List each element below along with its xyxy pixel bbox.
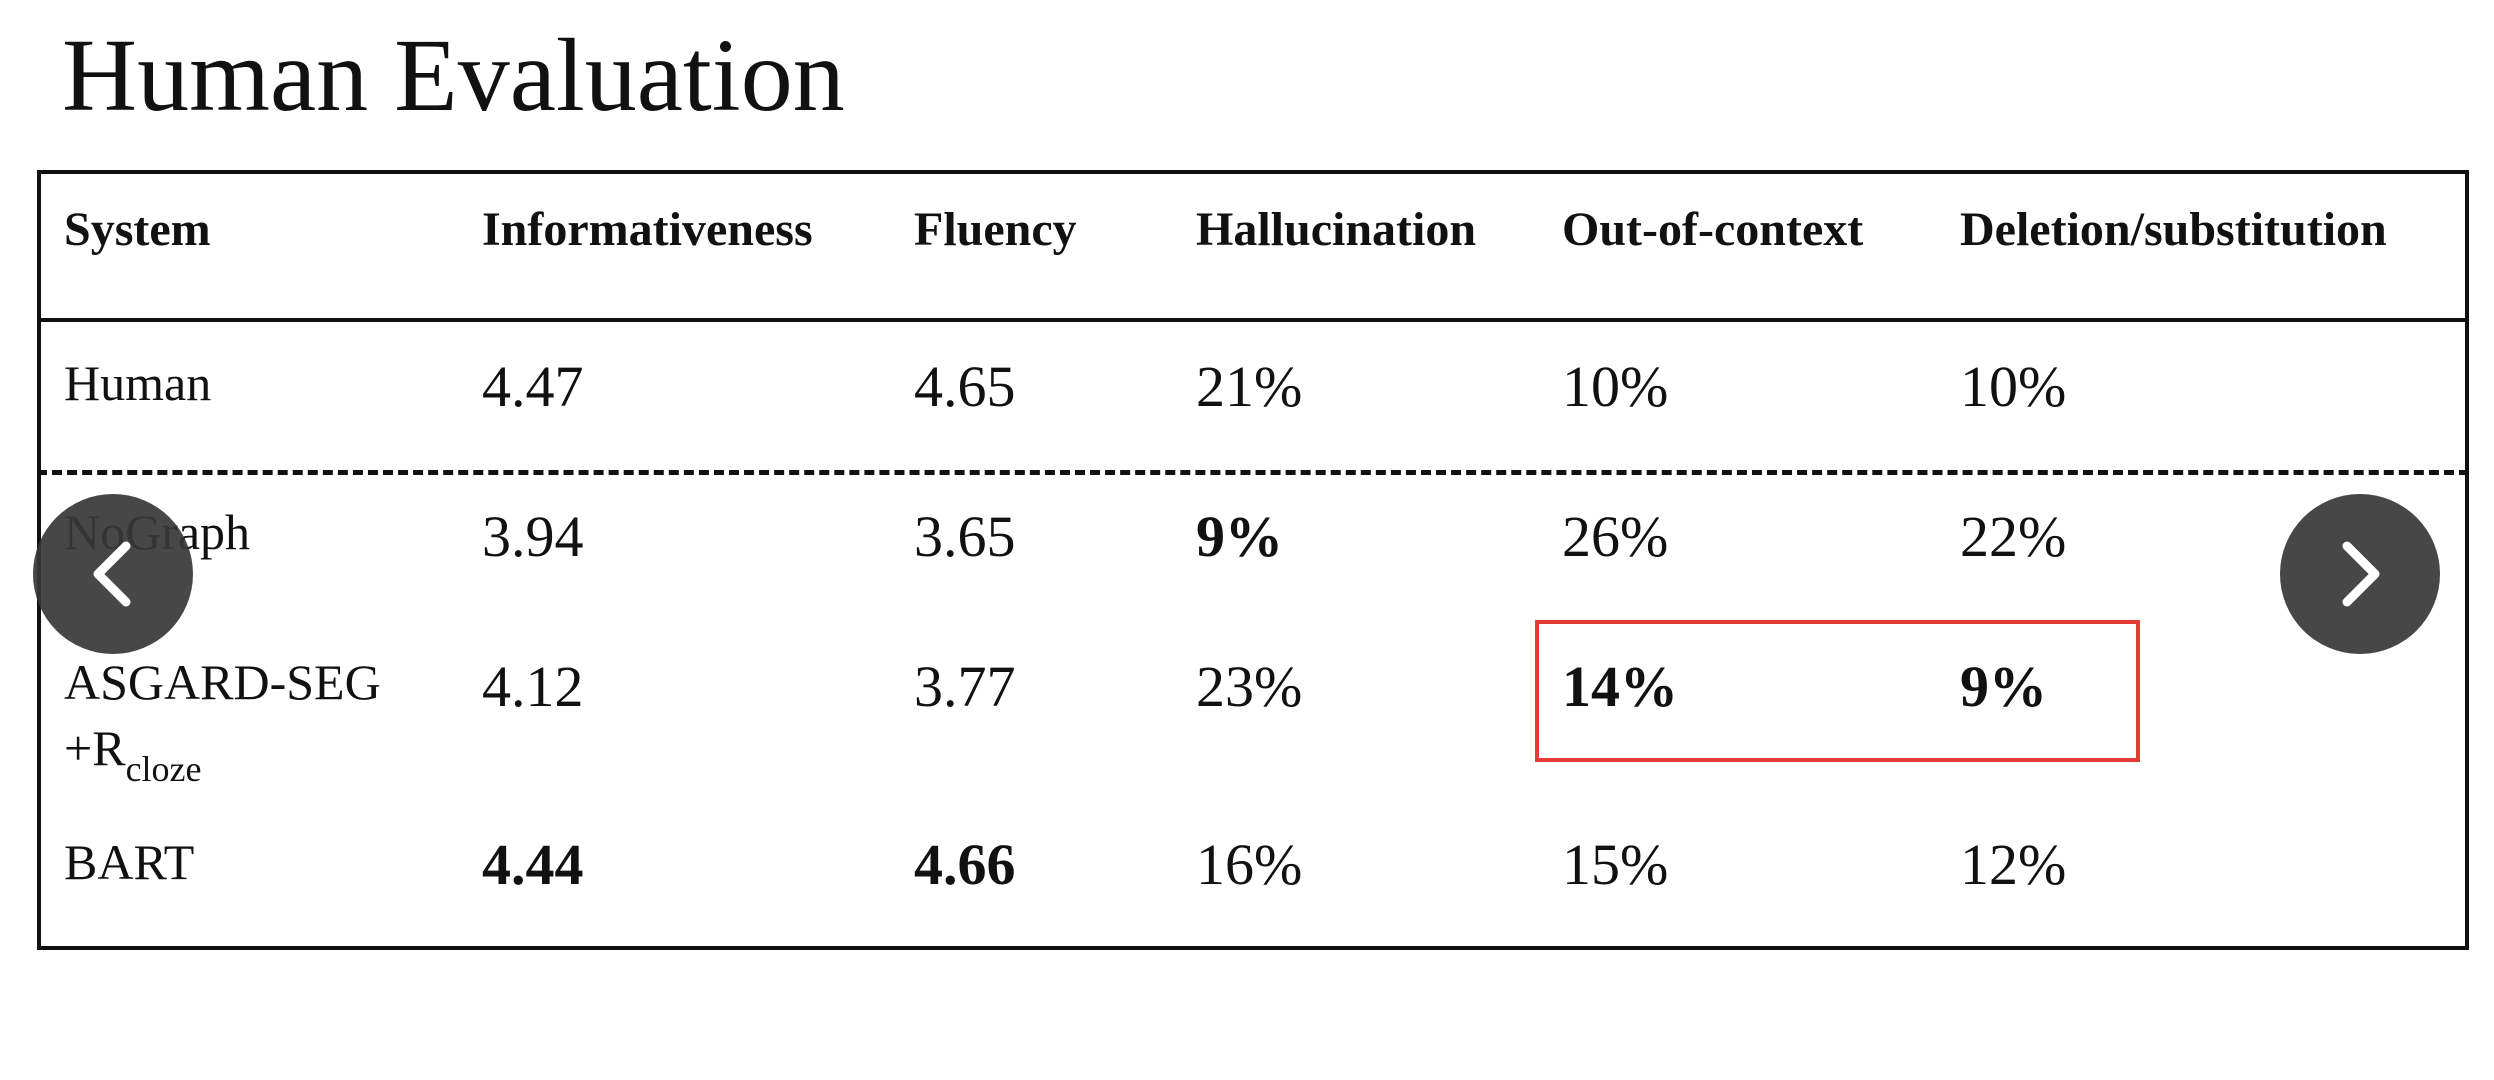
- highlight-box: [1535, 620, 2140, 762]
- column-header-deletion-substitution: Deletion/substitution: [1960, 203, 2387, 256]
- row-human-hallucination: 21%: [1196, 354, 1303, 419]
- row-bart-system: BART: [64, 834, 195, 890]
- row-bart-out-of-context: 15%: [1562, 832, 1669, 897]
- row-nograph-informativeness: 3.94: [482, 504, 584, 569]
- row-human-system: Human: [64, 355, 212, 411]
- row-human-fluency: 4.65: [914, 354, 1016, 419]
- slide-title: Human Evaluation: [62, 18, 845, 133]
- row-nograph-deletion-substitution: 22%: [1960, 504, 2067, 569]
- row-asgard-system-plus-r: +R: [64, 720, 126, 776]
- chevron-right-icon: [2342, 541, 2380, 607]
- row-asgard-informativeness: 4.12: [482, 654, 584, 719]
- row-asgard-system-subscript: cloze: [125, 749, 202, 789]
- row-asgard-deletion-substitution: 9%: [1960, 654, 2047, 719]
- previous-slide-button[interactable]: [33, 494, 193, 654]
- row-bart-fluency: 4.66: [914, 832, 1016, 897]
- row-nograph-hallucination: 9%: [1196, 504, 1283, 569]
- row-asgard-out-of-context: 14%: [1562, 654, 1678, 719]
- row-bart-deletion-substitution: 12%: [1960, 832, 2067, 897]
- chevron-left-icon: [93, 541, 131, 607]
- row-nograph-fluency: 3.65: [914, 504, 1016, 569]
- row-asgard-hallucination: 23%: [1196, 654, 1303, 719]
- column-header-fluency: Fluency: [914, 203, 1077, 256]
- header-divider: [37, 318, 2469, 322]
- row-human-out-of-context: 10%: [1562, 354, 1669, 419]
- row-asgard-system-suffix: +Rcloze: [64, 718, 202, 787]
- next-slide-button[interactable]: [2280, 494, 2440, 654]
- row-asgard-system: ASGARD-SEG: [64, 654, 381, 710]
- row-bart-informativeness: 4.44: [482, 832, 584, 897]
- row-asgard-fluency: 3.77: [914, 654, 1016, 719]
- dashed-divider: [37, 470, 2469, 475]
- column-header-out-of-context: Out-of-context: [1562, 203, 1864, 256]
- column-header-informativeness: Informativeness: [482, 203, 813, 256]
- row-human-informativeness: 4.47: [482, 354, 584, 419]
- column-header-hallucination: Hallucination: [1196, 203, 1477, 256]
- row-bart-hallucination: 16%: [1196, 832, 1303, 897]
- column-header-system: System: [64, 203, 211, 256]
- row-nograph-out-of-context: 26%: [1562, 504, 1669, 569]
- row-human-deletion-substitution: 10%: [1960, 354, 2067, 419]
